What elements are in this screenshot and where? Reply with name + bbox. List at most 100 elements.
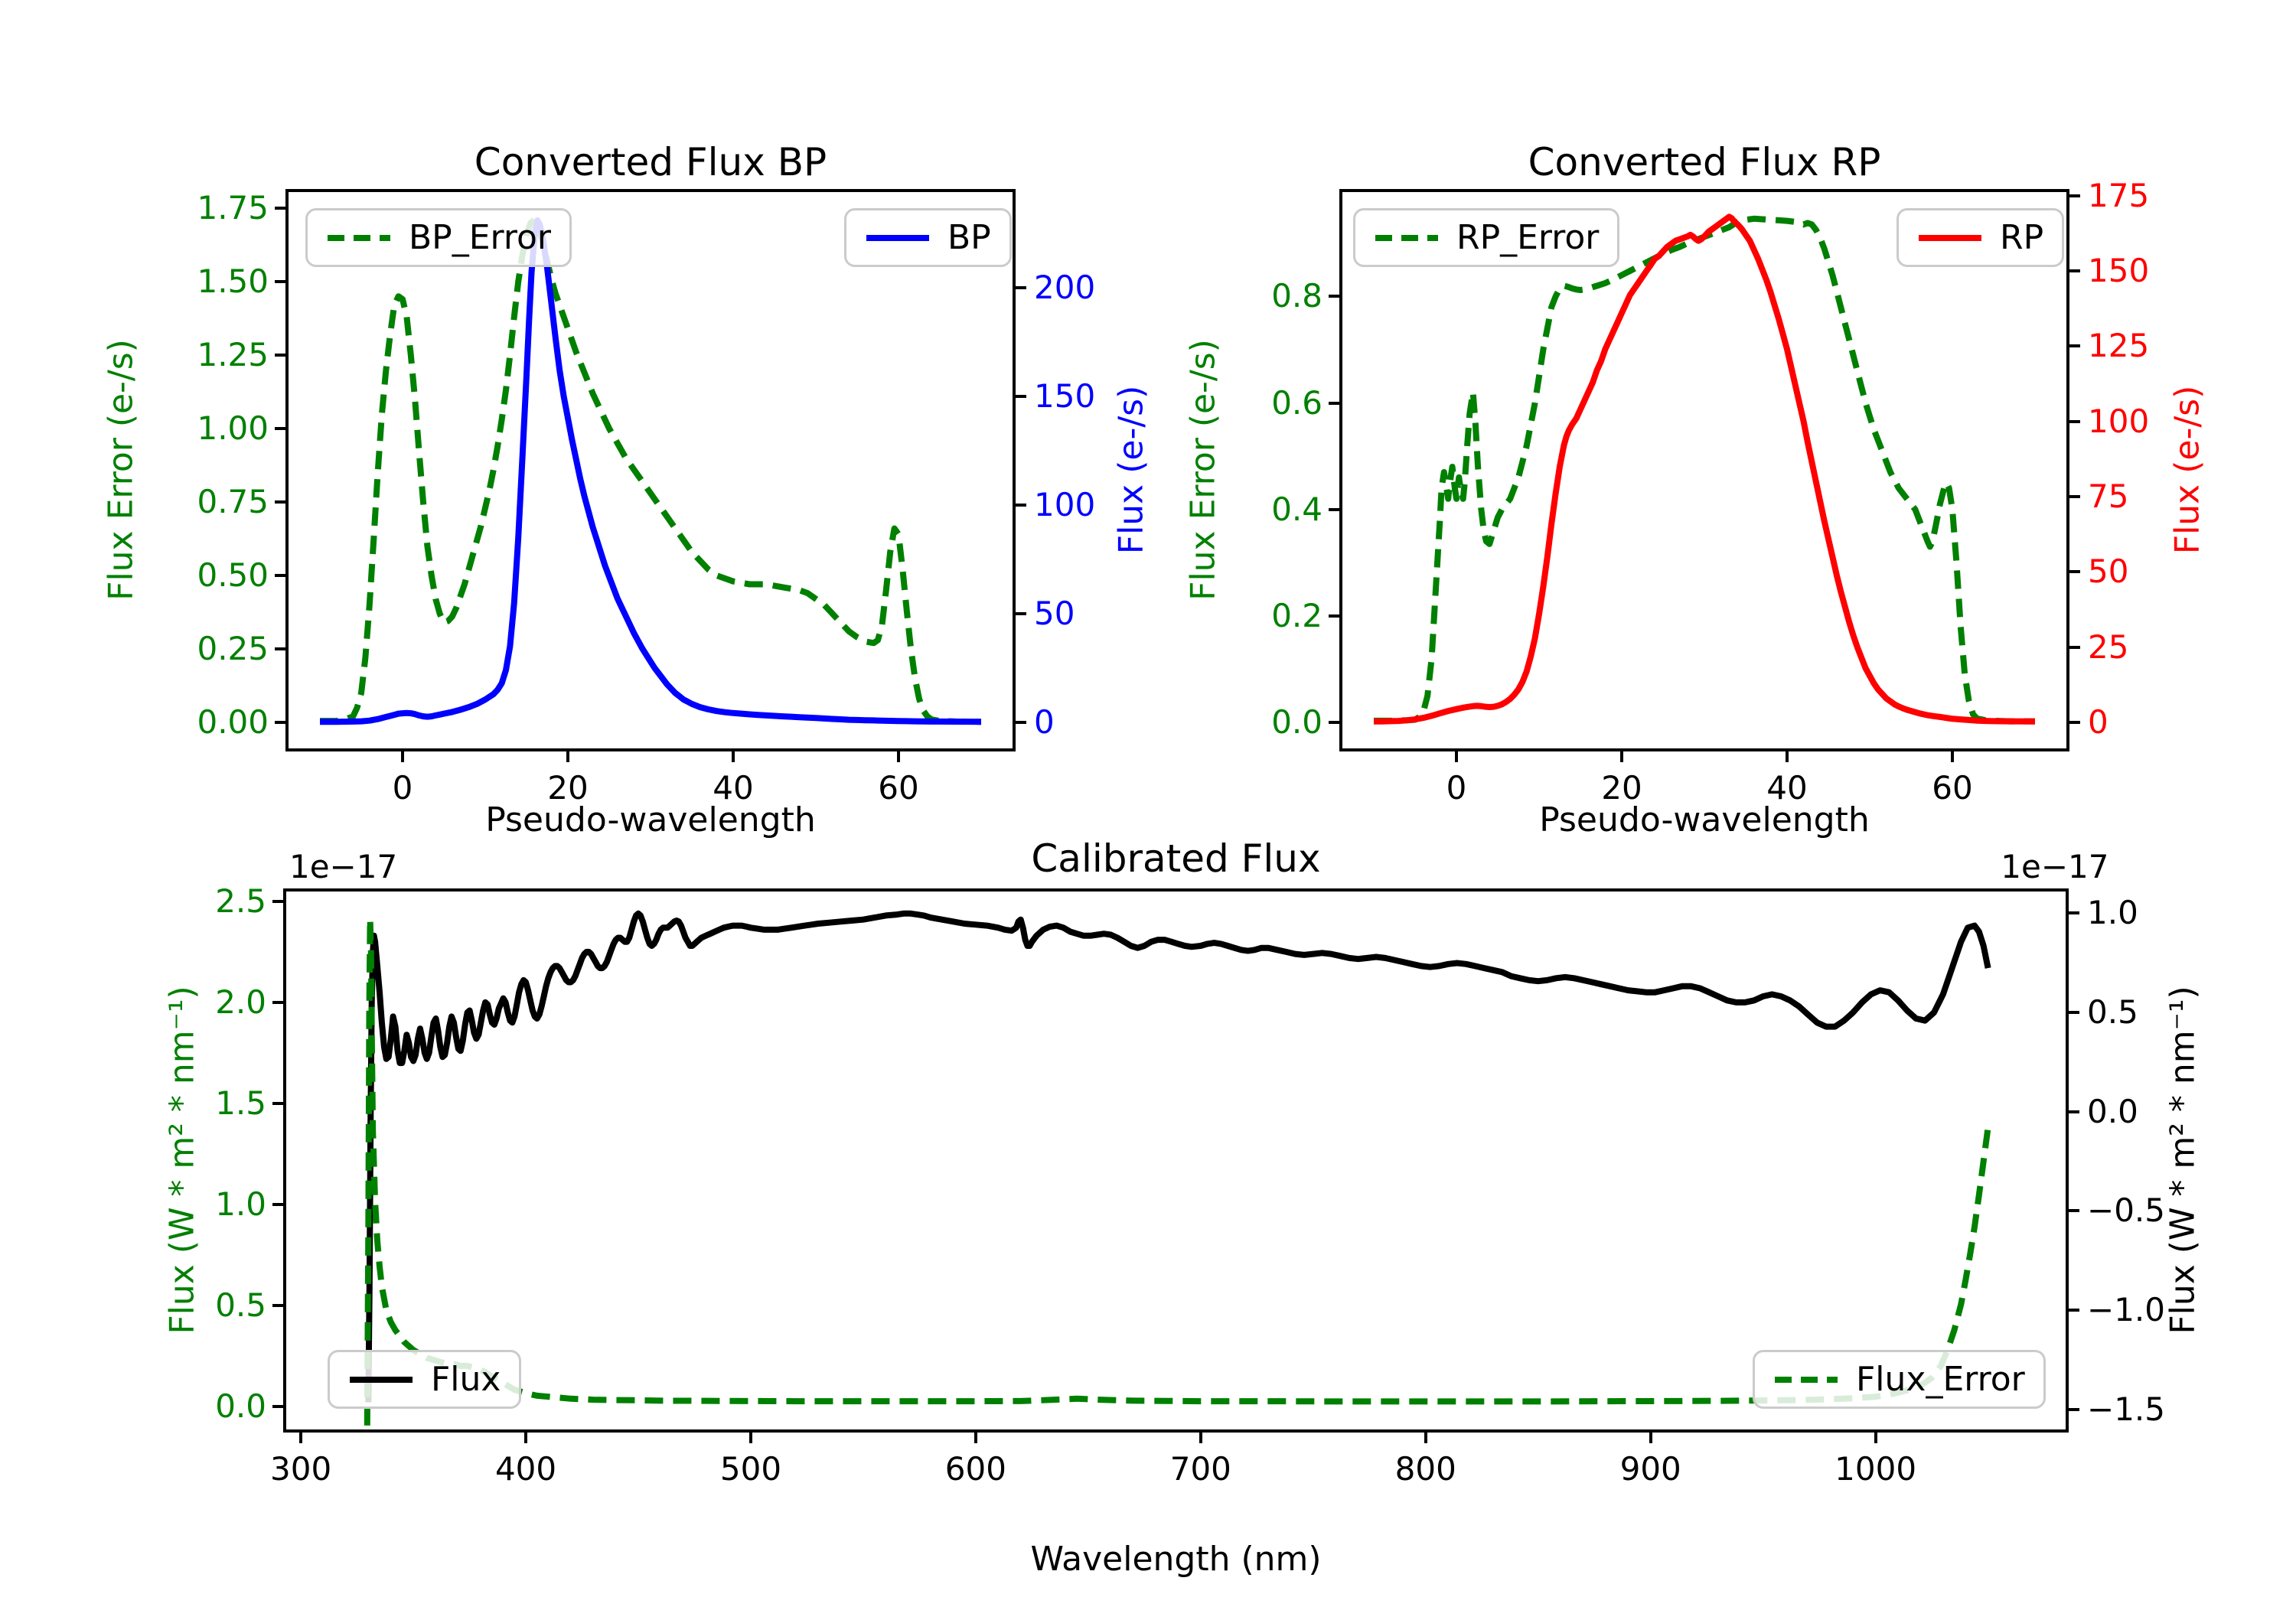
tick-label: 50: [1034, 594, 1075, 632]
tick-label: −0.5: [2087, 1191, 2165, 1230]
chart-cal-offset-left: 1e−17: [289, 848, 398, 885]
legend-flux: Flux: [328, 1350, 522, 1409]
legend-bp-error-label: BP_Error: [409, 218, 551, 257]
chart-rp-ylabel-right: Flux (e-/s): [2167, 385, 2207, 555]
tick-mark: [1329, 295, 1339, 298]
legend-flux-error-sample: [1775, 1376, 1838, 1383]
tick-label: 0.2: [1271, 596, 1322, 634]
legend-bp-error-sample: [328, 234, 390, 241]
tick-mark: [2069, 269, 2080, 273]
tick-mark: [2069, 1110, 2079, 1113]
tick-mark: [272, 1000, 283, 1004]
tick-label: 0: [1034, 703, 1055, 741]
tick-label: 800: [1394, 1450, 1456, 1488]
tick-mark: [1329, 720, 1339, 724]
tick-mark: [1016, 285, 1026, 289]
chart-cal-ylabel-left: Flux (W * m² * nm⁻¹): [162, 986, 202, 1335]
tick-label: 0.5: [215, 1286, 266, 1324]
tick-mark: [275, 280, 285, 283]
tick-mark: [1950, 751, 1954, 762]
legend-flux-label: Flux: [431, 1360, 501, 1399]
series-RP: [1374, 214, 2036, 725]
tick-mark: [524, 1433, 528, 1443]
tick-mark: [1620, 751, 1623, 762]
tick-mark: [275, 721, 285, 724]
tick-mark: [1455, 751, 1459, 762]
tick-mark: [1874, 1433, 1877, 1443]
series-BP_Error: [320, 217, 982, 725]
tick-label: 60: [878, 769, 919, 807]
chart-bp-xlabel: Pseudo-wavelength: [485, 800, 816, 839]
tick-mark: [1016, 721, 1026, 724]
tick-mark: [1649, 1433, 1652, 1443]
tick-mark: [272, 899, 283, 903]
chart-cal-plot-area: [364, 910, 1991, 1426]
tick-mark: [1785, 751, 1789, 762]
chart-cal-offset-right: 1e−17: [2001, 848, 2109, 885]
tick-label: 1.0: [215, 1185, 266, 1223]
tick-label: 700: [1169, 1450, 1231, 1488]
tick-mark: [566, 751, 569, 762]
tick-mark: [2069, 419, 2080, 423]
tick-label: 175: [2088, 176, 2150, 214]
tick-label: 0.5: [2087, 993, 2138, 1031]
chart-cal-title: Calibrated Flux: [1031, 836, 1321, 881]
tick-label: 1.25: [197, 336, 269, 373]
chart-bp-plot-area: [320, 217, 982, 725]
tick-label: 60: [1932, 769, 1973, 807]
legend-flux-error: Flux_Error: [1753, 1350, 2046, 1409]
legend-rp-error: RP_Error: [1353, 208, 1620, 267]
chart-cal-xlabel: Wavelength (nm): [1030, 1540, 1322, 1579]
tick-label: 500: [719, 1450, 782, 1488]
tick-label: 40: [1766, 769, 1808, 807]
tick-mark: [2069, 911, 2079, 915]
tick-mark: [1329, 614, 1339, 618]
tick-mark: [2069, 495, 2080, 499]
tick-label: 0.0: [2087, 1092, 2138, 1130]
tick-label: 100: [2088, 402, 2150, 440]
tick-mark: [275, 500, 285, 504]
tick-mark: [275, 574, 285, 577]
legend-bp: BP: [844, 208, 1012, 267]
tick-mark: [272, 1404, 283, 1408]
chart-cal-ylabel-right: Flux (W * m² * nm⁻¹): [2163, 986, 2203, 1335]
legend-bp-label: BP: [947, 218, 991, 257]
tick-mark: [974, 1433, 977, 1443]
tick-label: 900: [1619, 1450, 1681, 1488]
chart-rp-xlabel: Pseudo-wavelength: [1539, 800, 1870, 839]
tick-mark: [1016, 503, 1026, 507]
tick-label: 300: [270, 1450, 332, 1488]
tick-label: 75: [2088, 478, 2129, 516]
tick-label: 1000: [1835, 1450, 1917, 1488]
tick-label: 0.25: [197, 630, 269, 667]
chart-bp-ylabel-right: Flux (e-/s): [1111, 385, 1151, 555]
axes-bp: [285, 189, 1016, 751]
tick-mark: [1016, 611, 1026, 615]
tick-mark: [2069, 1209, 2079, 1213]
chart-bp-ylabel-left: Flux Error (e-/s): [101, 339, 141, 601]
legend-flux-sample: [350, 1376, 413, 1383]
tick-label: 25: [2088, 627, 2129, 666]
tick-mark: [272, 1303, 283, 1307]
tick-label: 20: [1601, 769, 1642, 807]
series-Flux_Error: [364, 915, 1991, 1426]
tick-label: 50: [2088, 553, 2129, 591]
tick-label: 400: [494, 1450, 557, 1488]
legend-rp-error-sample: [1375, 234, 1438, 241]
chart-rp-title: Converted Flux RP: [1528, 140, 1881, 184]
legend-bp-error: BP_Error: [305, 208, 572, 267]
tick-label: 125: [2088, 327, 2150, 365]
tick-label: −1.0: [2087, 1291, 2165, 1329]
tick-label: 20: [547, 769, 589, 807]
legend-rp: RP: [1896, 208, 2065, 267]
tick-label: 0.75: [197, 483, 269, 520]
legend-rp-sample: [1919, 234, 1981, 241]
tick-label: −1.5: [2087, 1390, 2165, 1429]
tick-mark: [2069, 344, 2080, 348]
tick-label: 2.0: [215, 983, 266, 1021]
tick-mark: [731, 751, 735, 762]
tick-mark: [2069, 645, 2080, 649]
tick-label: 1.0: [2087, 894, 2138, 932]
tick-mark: [401, 751, 405, 762]
